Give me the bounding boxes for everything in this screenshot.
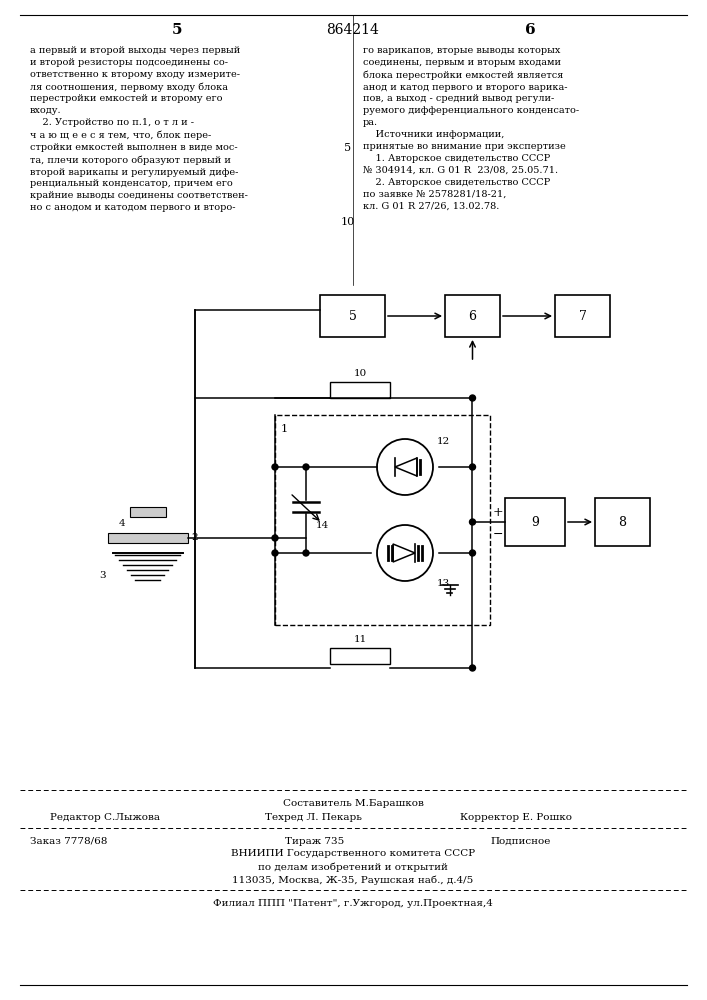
Text: Техред Л. Пекарь: Техред Л. Пекарь xyxy=(265,814,362,822)
Text: 12: 12 xyxy=(437,436,450,446)
Circle shape xyxy=(469,395,476,401)
Circle shape xyxy=(469,519,476,525)
Text: Филиал ППП "Патент", г.Ужгород, ул.Проектная,4: Филиал ППП "Патент", г.Ужгород, ул.Проек… xyxy=(213,900,493,908)
Text: 13: 13 xyxy=(437,578,450,587)
Text: 4: 4 xyxy=(118,518,125,528)
Text: ВНИИПИ Государственного комитета СССР: ВНИИПИ Государственного комитета СССР xyxy=(231,850,475,858)
Text: Тираж 735: Тираж 735 xyxy=(285,836,344,846)
Text: 864214: 864214 xyxy=(327,23,380,37)
Text: по делам изобретений и открытий: по делам изобретений и открытий xyxy=(258,862,448,872)
Circle shape xyxy=(303,464,309,470)
Bar xyxy=(595,498,650,546)
Bar xyxy=(330,382,390,398)
Circle shape xyxy=(469,665,476,671)
Text: Редактор С.Лыжова: Редактор С.Лыжова xyxy=(50,814,160,822)
Circle shape xyxy=(469,550,476,556)
Circle shape xyxy=(272,464,278,470)
Text: а первый и второй выходы через первый
и второй резисторы подсоединены со-
ответс: а первый и второй выходы через первый и … xyxy=(30,46,248,212)
Text: −: − xyxy=(493,528,503,540)
Text: 1: 1 xyxy=(281,424,288,434)
Text: 3: 3 xyxy=(100,570,106,580)
Circle shape xyxy=(272,550,278,556)
Text: 2: 2 xyxy=(191,534,198,542)
Text: Заказ 7778/68: Заказ 7778/68 xyxy=(30,836,107,846)
Text: 10: 10 xyxy=(354,369,367,378)
Bar xyxy=(130,507,166,517)
Circle shape xyxy=(272,535,278,541)
Text: 5: 5 xyxy=(349,310,356,322)
Text: 113035, Москва, Ж-35, Раушская наб., д.4/5: 113035, Москва, Ж-35, Раушская наб., д.4… xyxy=(233,875,474,885)
Text: 10: 10 xyxy=(341,217,355,227)
Circle shape xyxy=(303,550,309,556)
Bar xyxy=(330,648,390,664)
Text: 5: 5 xyxy=(172,23,182,37)
Text: 8: 8 xyxy=(619,516,626,528)
Text: 6: 6 xyxy=(469,310,477,322)
Circle shape xyxy=(469,464,476,470)
Text: 5: 5 xyxy=(344,143,351,153)
Bar xyxy=(320,295,385,337)
Text: Составитель М.Барашков: Составитель М.Барашков xyxy=(283,800,423,808)
Text: +: + xyxy=(492,506,503,518)
Text: 7: 7 xyxy=(578,310,586,322)
Text: Корректор Е. Рошко: Корректор Е. Рошко xyxy=(460,814,572,822)
Bar xyxy=(108,533,188,543)
Bar xyxy=(555,295,610,337)
Bar xyxy=(505,498,565,546)
Bar xyxy=(275,415,490,625)
Text: 9: 9 xyxy=(531,516,539,528)
Text: 6: 6 xyxy=(525,23,535,37)
Text: го варикапов, вторые выводы которых
соединены, первым и вторым входами
блока пер: го варикапов, вторые выводы которых соед… xyxy=(363,46,579,211)
Bar xyxy=(445,295,500,337)
Text: 11: 11 xyxy=(354,635,367,644)
Text: 14: 14 xyxy=(316,520,329,530)
Text: Подписное: Подписное xyxy=(490,836,550,846)
